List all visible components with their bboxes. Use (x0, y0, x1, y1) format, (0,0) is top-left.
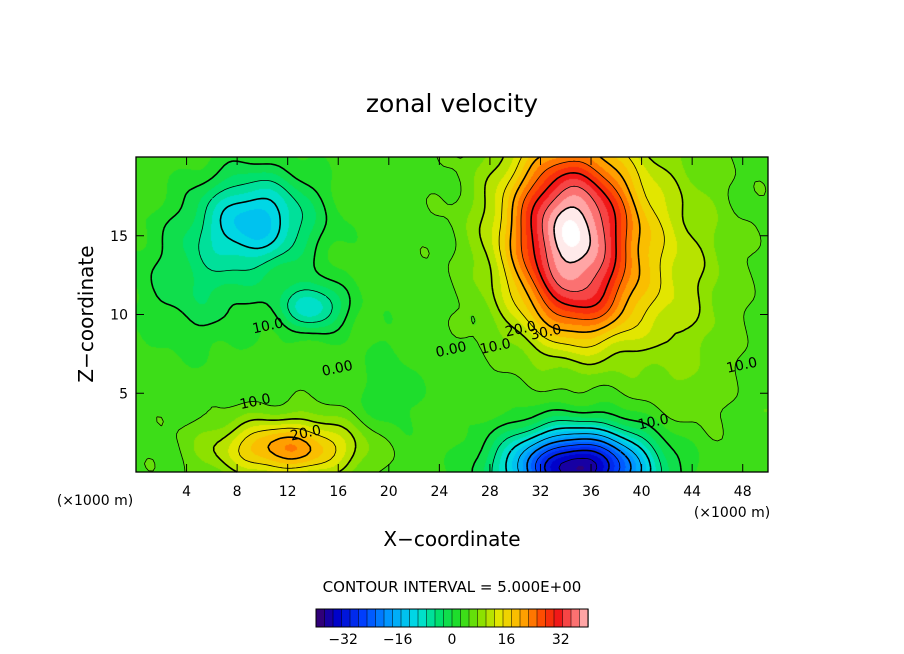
colorbar-ticks: −32 −16 0 16 32 (328, 632, 569, 648)
colorbar-tick-label: 16 (497, 632, 515, 648)
contour-label: 30.0 (529, 322, 563, 344)
colorbar-cell (494, 608, 504, 628)
contour-line (553, 206, 592, 264)
colorbar-cell (400, 608, 411, 628)
colorbar-cell (417, 608, 428, 628)
x-axis-label: X−coordinate (383, 527, 520, 551)
contour-line (541, 185, 606, 292)
colorbar-cell (451, 608, 462, 628)
x-tick-label: 4 (182, 484, 191, 500)
x-axis-ticks: 4 8 12 16 20 24 28 32 36 40 44 48 (182, 157, 752, 500)
colorbar-cell (434, 608, 445, 628)
contour-line (212, 156, 706, 473)
y-tick-label: 15 (110, 229, 128, 245)
contour-label: 10.0 (725, 355, 759, 377)
colorbar-cell (383, 608, 394, 628)
colorbar-cell (460, 608, 470, 628)
contour-label: 20.0 (504, 318, 538, 340)
chart-title: zonal velocity (366, 89, 538, 118)
contour-label: 0.00 (320, 358, 354, 380)
colorbar-tick-label: 0 (448, 632, 457, 648)
contour-line (219, 197, 652, 473)
contour-label: 10.0 (238, 391, 272, 413)
contour-line (530, 172, 617, 309)
contour-lines (144, 156, 767, 473)
colorbar-cell (528, 608, 538, 628)
colorbar-cell (579, 608, 589, 628)
colorbar-cell (349, 608, 360, 628)
x-tick-label: 40 (633, 484, 651, 500)
contour-line (526, 438, 632, 473)
colorbar-cell (409, 608, 419, 628)
y-tick-label: 5 (119, 386, 128, 402)
colorbar-cell (443, 608, 453, 628)
y-axis-label: Z−coordinate (74, 245, 98, 382)
x-tick-label: 32 (532, 484, 550, 500)
contour-label: 10.0 (636, 411, 670, 433)
contour-line (144, 156, 767, 473)
contour-line (543, 449, 610, 473)
colorbar-cell (562, 608, 572, 628)
colorbar-cell (315, 608, 326, 628)
colorbar-cell (545, 608, 555, 628)
colorbar-cell (502, 608, 513, 628)
contour-line (520, 160, 628, 320)
contour-label: 10.0 (251, 315, 285, 337)
colorbar-cell (485, 608, 496, 628)
contour-line (198, 180, 662, 473)
x-tick-label: 20 (380, 484, 398, 500)
colorbar-cell (366, 608, 377, 628)
colorbar-cell (426, 608, 436, 628)
y-tick-label: 10 (110, 308, 128, 324)
colorbar-cell (324, 608, 334, 628)
contour-interval-text: CONTOUR INTERVAL = 5.000E+00 (323, 578, 582, 596)
colorbar-cell (477, 608, 487, 628)
contour-label: 0.00 (434, 339, 468, 361)
y-axis-ticks: 5 10 15 (110, 229, 768, 402)
x-tick-label: 44 (683, 484, 701, 500)
colorbar-tick-label: −32 (328, 632, 358, 648)
contour-line (238, 156, 665, 469)
colorbar-tick-label: −16 (383, 632, 413, 648)
colorbar-cell (519, 608, 530, 628)
colorbar-cell (570, 608, 581, 628)
contour-label: 10.0 (478, 336, 512, 358)
x-tick-label: 48 (734, 484, 752, 500)
colorbar-cell (511, 608, 521, 628)
colorbar-frame (315, 608, 589, 628)
contour-line (150, 160, 682, 473)
colorbar-cell (341, 608, 351, 628)
colorbar-cell (536, 608, 547, 628)
x-tick-label: 12 (279, 484, 297, 500)
x-tick-label: 28 (481, 484, 499, 500)
x-tick-label: 8 (233, 484, 242, 500)
colorbar-cell (358, 608, 368, 628)
x-unit-label: (×1000 m) (694, 505, 770, 521)
colorbar: −32 −16 0 16 32 (315, 608, 589, 648)
contour-line (535, 444, 621, 473)
contour-label: 20.0 (289, 422, 323, 444)
colorbar-cell (468, 608, 479, 628)
x-tick-label: 36 (582, 484, 600, 500)
colorbar-cell (553, 608, 564, 628)
y-unit-label: (×1000 m) (57, 493, 133, 509)
x-tick-label: 24 (430, 484, 448, 500)
colorbar-cell (375, 608, 385, 628)
colorbar-cell (332, 608, 343, 628)
colorbar-cell (392, 608, 402, 628)
colorbar-tick-label: 32 (552, 632, 570, 648)
x-tick-label: 16 (329, 484, 347, 500)
colorbar-cells (315, 608, 589, 628)
contour-line (517, 433, 642, 473)
contour-line (267, 156, 641, 460)
